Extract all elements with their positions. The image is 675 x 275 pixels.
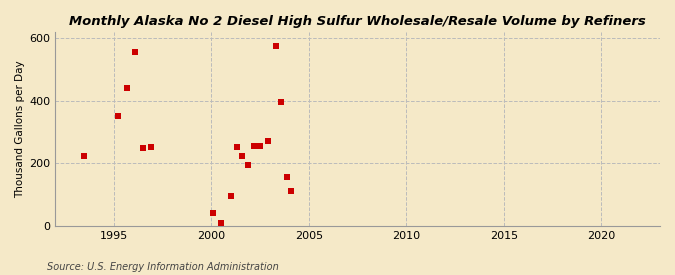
Point (138, 146, 148, 150)
Title: Monthly Alaska No 2 Diesel High Sulfur Wholesale/Resale Volume by Refiners: Monthly Alaska No 2 Diesel High Sulfur W… (70, 15, 646, 28)
Point (208, 211, 219, 215)
Point (243, 163, 254, 167)
Point (286, 189, 296, 194)
Y-axis label: Thousand Gallons per Day: Thousand Gallons per Day (15, 60, 25, 198)
Point (232, 145, 242, 149)
Point (225, 194, 236, 198)
Point (270, 44, 281, 48)
Point (282, 175, 293, 180)
Point (215, 221, 226, 225)
Point (145, 145, 156, 149)
Point (130, 50, 140, 54)
Point (254, 144, 265, 148)
Point (263, 139, 273, 144)
Point (122, 86, 133, 90)
Point (237, 153, 248, 158)
Point (112, 114, 123, 119)
Point (79, 154, 90, 159)
Point (276, 100, 287, 104)
Point (249, 144, 260, 148)
Text: Source: U.S. Energy Information Administration: Source: U.S. Energy Information Administ… (47, 262, 279, 272)
